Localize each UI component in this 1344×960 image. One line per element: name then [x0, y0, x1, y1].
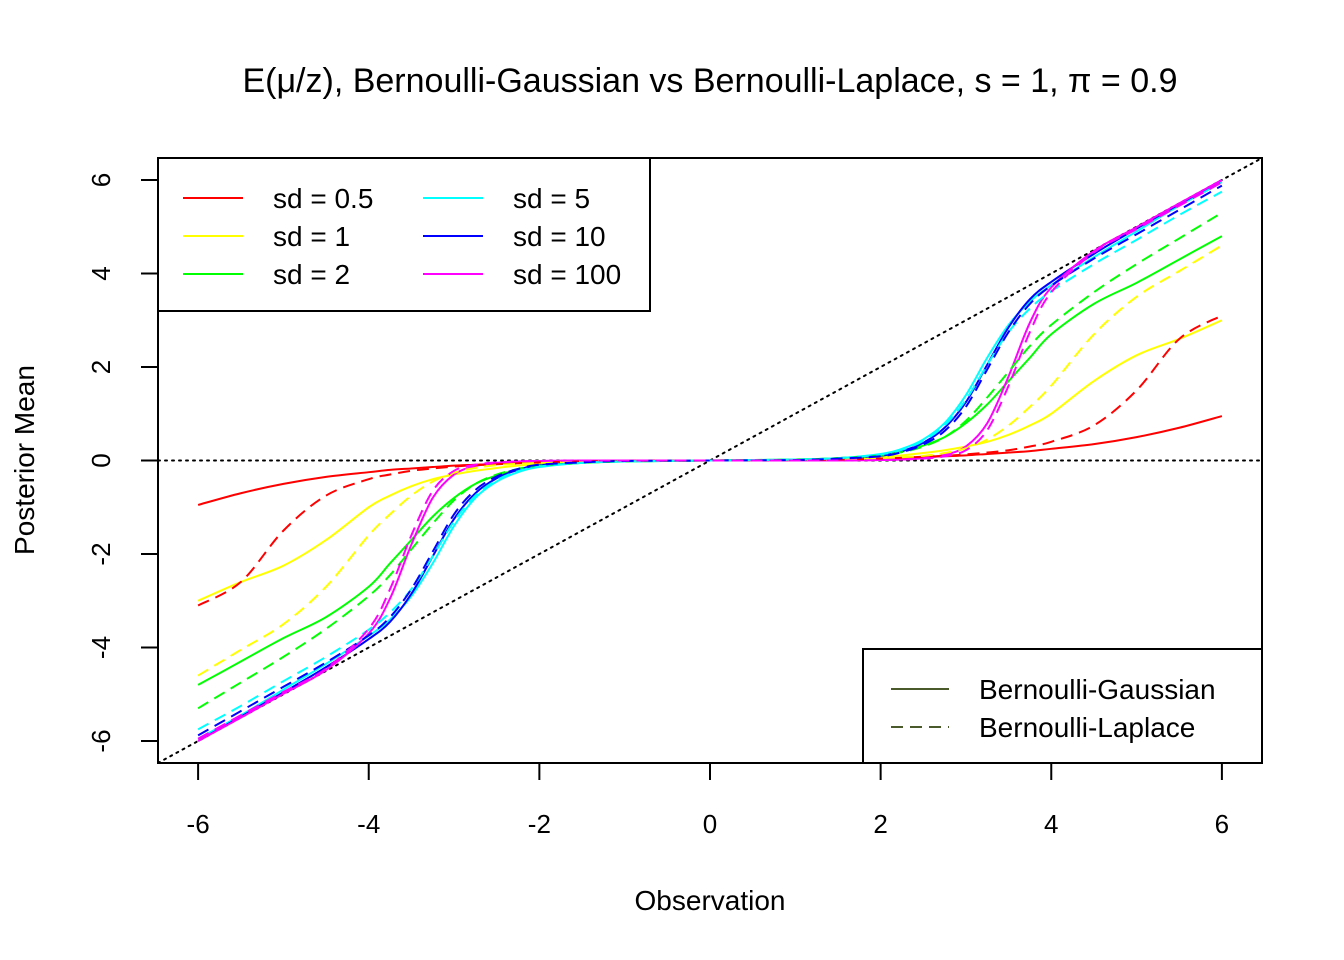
chart-title: E(μ/z), Bernoulli-Gaussian vs Bernoulli-…	[242, 62, 1177, 100]
y-tick-label: 2	[86, 360, 116, 374]
y-tick-label: 0	[86, 453, 116, 467]
legend-box-sd	[157, 157, 651, 312]
y-tick-label: -2	[86, 542, 116, 565]
series-line-bernoulli-laplace-sd-5	[197, 190, 1223, 731]
series-line-bernoulli-laplace-sd-1	[197, 244, 1223, 677]
x-axis-label: Observation	[635, 885, 786, 916]
x-tick-label: 6	[1215, 809, 1229, 839]
x-tick-label: 2	[873, 809, 887, 839]
series-line-bernoulli-laplace-sd-10	[197, 184, 1223, 737]
plot-area	[158, 158, 1262, 763]
legend-label-sd: sd = 0.5	[273, 183, 373, 214]
series-line-bernoulli-laplace-sd-100	[197, 181, 1223, 740]
y-tick-label: -6	[86, 729, 116, 752]
x-tick-label: -6	[187, 809, 210, 839]
legends: sd = 0.5 sd = 1 sd = 2 sd = 5 sd = 10 sd = 10…	[157, 157, 1263, 764]
plot-series-group	[158, 158, 1262, 763]
y-tick-label: 4	[86, 266, 116, 280]
legend-label-sd: sd = 2	[273, 259, 350, 290]
x-tick-label: -4	[357, 809, 380, 839]
x-tick-label: 0	[703, 809, 717, 839]
legend-label-sd: sd = 5	[513, 183, 590, 214]
x-tick-label: -2	[528, 809, 551, 839]
y-tick-label: -4	[86, 636, 116, 659]
y-tick-label: 6	[86, 173, 116, 187]
legend-box-model	[862, 648, 1263, 764]
y-axis-label: Posterior Mean	[9, 365, 40, 555]
legend-label-model: Bernoulli-Gaussian	[979, 674, 1216, 705]
legend-label-model: Bernoulli-Laplace	[979, 712, 1195, 743]
x-tick-label: 4	[1044, 809, 1058, 839]
legend-label-sd: sd = 1	[273, 221, 350, 252]
axes: -6 -4 -2 0 2 4 6 -6 -4 -2 0 2 4 6	[86, 157, 1263, 839]
legend-label-sd: sd = 100	[513, 259, 621, 290]
legend-label-sd: sd = 10	[513, 221, 606, 252]
